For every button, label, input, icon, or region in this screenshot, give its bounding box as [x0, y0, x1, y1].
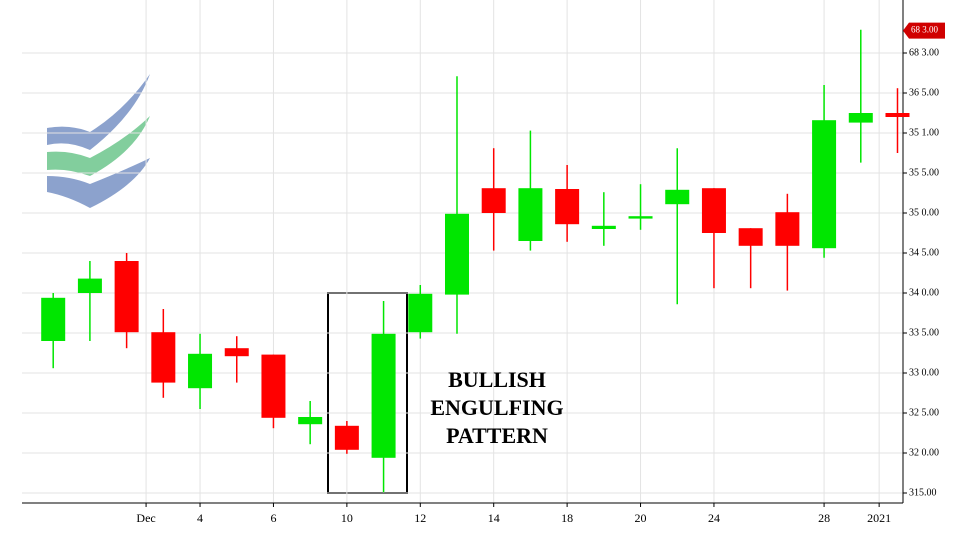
- y-tick-label: 35 0.00: [909, 207, 939, 218]
- candle-body: [334, 425, 359, 450]
- y-tick-label: 34 0.00: [909, 287, 939, 298]
- y-tick-label: 33 0.00: [909, 367, 939, 378]
- candle-body: [812, 120, 837, 249]
- candle-body: [555, 189, 580, 225]
- annotation: BULLISH: [448, 367, 546, 392]
- candle-body: [481, 188, 506, 213]
- candle-body: [885, 113, 910, 117]
- x-tick-label: 10: [341, 511, 353, 525]
- candle-body: [665, 189, 690, 205]
- candle-body: [701, 188, 726, 233]
- candle-body: [518, 188, 543, 241]
- x-tick-label: 2021: [867, 511, 891, 525]
- y-tick-label: 34 5.00: [909, 247, 939, 258]
- y-tick-label: 35 1.00: [909, 127, 939, 138]
- y-tick-label: 33 5.00: [909, 327, 939, 338]
- price-tag-label: 68 3.00: [911, 25, 939, 35]
- candle-body: [151, 332, 176, 383]
- candle-body: [444, 213, 469, 295]
- x-tick-label: 4: [197, 511, 203, 525]
- candle-body: [408, 293, 433, 333]
- y-tick-label: 68 3.00: [909, 47, 939, 58]
- candle-body: [591, 225, 616, 229]
- candle-body: [41, 297, 66, 341]
- candle-body: [738, 228, 763, 246]
- x-tick-label: 12: [414, 511, 426, 525]
- x-tick-label: 14: [488, 511, 500, 525]
- y-tick-label: 32 5.00: [909, 407, 939, 418]
- candle-body: [775, 212, 800, 246]
- candle-body: [188, 353, 213, 389]
- candle-body: [371, 333, 396, 458]
- x-tick-label: 6: [270, 511, 276, 525]
- annotation: PATTERN: [446, 423, 548, 448]
- x-tick-label: 18: [561, 511, 573, 525]
- x-tick-label: Dec: [136, 511, 155, 525]
- x-tick-label: 20: [635, 511, 647, 525]
- candle-body: [628, 216, 653, 219]
- x-tick-label: 24: [708, 511, 720, 525]
- y-tick-label: 32 0.00: [909, 447, 939, 458]
- y-tick-label: 315.00: [909, 487, 937, 498]
- y-tick-label: 36 5.00: [909, 87, 939, 98]
- candle-body: [261, 354, 286, 418]
- candle-body: [114, 261, 139, 333]
- x-tick-label: 28: [818, 511, 830, 525]
- logo: [47, 74, 150, 208]
- y-tick-label: 35 5.00: [909, 167, 939, 178]
- candle-body: [77, 278, 102, 293]
- candle-body: [298, 417, 323, 425]
- annotation: ENGULFING: [430, 395, 563, 420]
- candle-body: [848, 113, 873, 123]
- candle-body: [224, 348, 249, 357]
- price-tag: [903, 22, 945, 39]
